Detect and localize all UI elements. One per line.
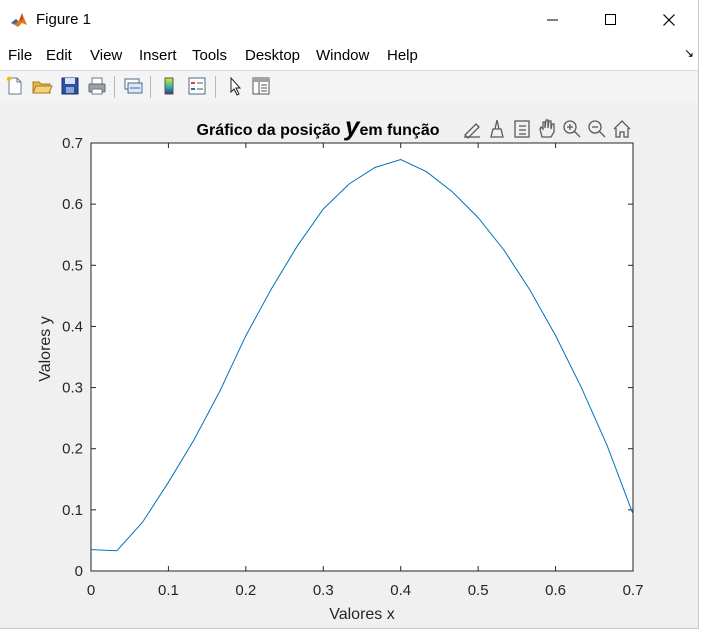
maximize-icon bbox=[605, 14, 616, 25]
figure-toolbar bbox=[0, 70, 698, 104]
save-icon[interactable] bbox=[59, 75, 81, 97]
y-tick-label: 0.5 bbox=[62, 257, 83, 274]
home-icon[interactable] bbox=[611, 118, 633, 140]
zoom-in-icon[interactable] bbox=[561, 118, 583, 140]
toolbar-separator bbox=[114, 76, 115, 98]
title-part-1: Gráfico da posição bbox=[197, 122, 345, 139]
menu-help[interactable]: Help bbox=[387, 47, 418, 64]
figure-window: Figure 1 File Edit View Insert Tools Des… bbox=[0, 0, 699, 629]
y-tick-label: 0.7 bbox=[62, 135, 83, 152]
axes-toolbar bbox=[461, 118, 633, 140]
x-tick-label: 0 bbox=[87, 582, 95, 599]
zoom-out-icon[interactable] bbox=[586, 118, 608, 140]
minimize-button[interactable] bbox=[530, 0, 576, 40]
menu-edit[interactable]: Edit bbox=[46, 47, 72, 64]
menu-desktop[interactable]: Desktop bbox=[245, 47, 301, 64]
title-part-2: em função bbox=[359, 122, 439, 139]
pointer-icon[interactable] bbox=[224, 75, 246, 97]
data-tips-icon[interactable] bbox=[486, 118, 508, 140]
menu-tools[interactable]: Tools bbox=[192, 47, 228, 64]
y-tick-label: 0.3 bbox=[62, 380, 83, 397]
y-tick-label: 0 bbox=[75, 563, 83, 580]
y-tick-label: 0.6 bbox=[62, 196, 83, 213]
matlab-icon bbox=[10, 11, 28, 29]
x-tick-label: 0.2 bbox=[235, 582, 256, 599]
menu-window[interactable]: Window bbox=[316, 47, 370, 64]
y-tick-label: 0.4 bbox=[62, 318, 83, 335]
pan-icon[interactable] bbox=[536, 118, 558, 140]
minimize-icon bbox=[547, 19, 558, 21]
new-figure-icon[interactable] bbox=[4, 75, 26, 97]
menu-overflow-arrow[interactable]: ↘ bbox=[683, 46, 694, 60]
colorbar-icon[interactable] bbox=[158, 75, 180, 97]
property-inspector-icon[interactable] bbox=[250, 75, 272, 97]
series-line bbox=[90, 158, 634, 552]
menu-insert[interactable]: Insert bbox=[139, 47, 177, 64]
print-icon[interactable] bbox=[86, 75, 108, 97]
menu-view[interactable]: View bbox=[90, 47, 123, 64]
x-tick-label: 0.3 bbox=[313, 582, 334, 599]
toolbar-separator bbox=[150, 76, 151, 98]
figure-canvas[interactable]: 0 0.1 0.2 0.3 0.4 0.5 0.6 0.7 0 0.1 0.2 0.3 0.4 0.5 0.… bbox=[0, 103, 698, 628]
toolbar-separator bbox=[215, 76, 216, 98]
line-chart: 0 0.1 0.2 0.3 0.4 0.5 0.6 0.7 0 0.1 0.2 0.3 0.4 0.5 0.… bbox=[37, 111, 644, 623]
open-file-icon[interactable] bbox=[31, 75, 53, 97]
x-tick-label: 0.7 bbox=[623, 582, 644, 599]
y-axis-label: Valores y bbox=[37, 316, 54, 382]
close-button[interactable] bbox=[646, 0, 692, 40]
brush-icon[interactable] bbox=[461, 118, 483, 140]
plot-area bbox=[90, 142, 634, 572]
x-tick-label: 0.4 bbox=[390, 582, 411, 599]
legend-icon[interactable] bbox=[186, 75, 208, 97]
y-tick-label: 0.2 bbox=[62, 441, 83, 458]
x-tick-label: 0.6 bbox=[545, 582, 566, 599]
menu-file[interactable]: File bbox=[8, 47, 33, 64]
y-tick-label: 0.1 bbox=[62, 502, 83, 519]
close-icon bbox=[663, 14, 675, 26]
x-tick-label: 0.1 bbox=[158, 582, 179, 599]
chart-title: Gráfico da posição yem função bbox=[197, 111, 440, 141]
maximize-button[interactable] bbox=[588, 0, 634, 40]
title-y-variable: y bbox=[343, 111, 361, 141]
x-axis-label: Valores x bbox=[329, 606, 395, 623]
datatip-list-icon[interactable] bbox=[511, 118, 533, 140]
x-tick-label: 0.5 bbox=[468, 582, 489, 599]
link-plot-icon[interactable] bbox=[122, 75, 144, 97]
menu-bar: File Edit View Insert Tools Desktop Wind… bbox=[0, 40, 698, 70]
title-bar[interactable]: Figure 1 bbox=[0, 0, 698, 40]
window-title: Figure 1 bbox=[36, 11, 92, 28]
